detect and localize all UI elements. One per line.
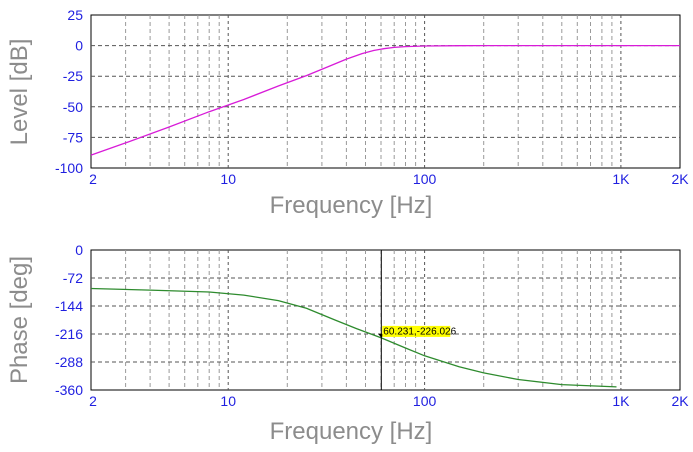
phase-plot: 60.231,-226.026 0 -72 -144 -216 -288 -360 2 10… — [6, 242, 689, 445]
level-y-tick-label: -50 — [63, 99, 83, 115]
level-y-tick-label: -100 — [55, 160, 83, 176]
level-y-tick-label: -25 — [63, 68, 83, 84]
phase-x-ticks: 2 10 100 1K 2K — [89, 393, 689, 409]
level-x-tick-label: 2 — [89, 171, 97, 187]
level-y-tick-label: 0 — [75, 38, 83, 54]
level-curve — [90, 44, 680, 156]
level-series-line — [90, 44, 680, 156]
phase-plot-area — [90, 249, 681, 391]
level-y-axis-title: Level [dB] — [6, 39, 33, 146]
phase-x-tick-label: 1K — [612, 393, 630, 409]
level-y-ticks: 25 0 -25 -50 -75 -100 — [55, 7, 83, 176]
cursor-label-box — [382, 325, 451, 337]
phase-x-axis-title: Frequency [Hz] — [270, 418, 433, 445]
phase-series-line — [90, 287, 617, 388]
phase-y-tick-label: -72 — [63, 270, 83, 286]
level-grid — [91, 15, 680, 168]
phase-x-tick-label: 2K — [671, 393, 689, 409]
phase-y-tick-label: -288 — [55, 354, 83, 370]
level-plot-area — [90, 14, 681, 169]
phase-y-tick-label: -216 — [55, 326, 83, 342]
phase-y-ticks: 0 -72 -144 -216 -288 -360 — [55, 242, 83, 398]
phase-x-tick-label: 100 — [413, 393, 437, 409]
phase-curve — [90, 287, 617, 388]
level-plot: 25 0 -25 -50 -75 -100 2 10 100 1K 2K Frequency [H… — [6, 7, 689, 219]
phase-y-tick-label: 0 — [75, 242, 83, 258]
cursor-label: 60.231,-226.026 — [383, 326, 456, 337]
level-x-tick-label: 2K — [671, 171, 689, 187]
level-x-tick-label: 1K — [612, 171, 630, 187]
phase-cursor[interactable]: 60.231,-226.026 — [378, 250, 457, 390]
level-x-tick-label: 10 — [220, 171, 236, 187]
level-x-axis-title: Frequency [Hz] — [270, 192, 433, 219]
phase-x-tick-label: 2 — [89, 393, 97, 409]
level-y-tick-label: 25 — [67, 7, 83, 23]
phase-y-tick-label: -144 — [55, 298, 83, 314]
phase-y-tick-label: -360 — [55, 382, 83, 398]
phase-y-axis-title: Phase [deg] — [6, 256, 33, 384]
phase-x-tick-label: 10 — [220, 393, 236, 409]
level-y-tick-label: -75 — [63, 129, 83, 145]
level-x-ticks: 2 10 100 1K 2K — [89, 171, 689, 187]
level-x-tick-label: 100 — [413, 171, 437, 187]
